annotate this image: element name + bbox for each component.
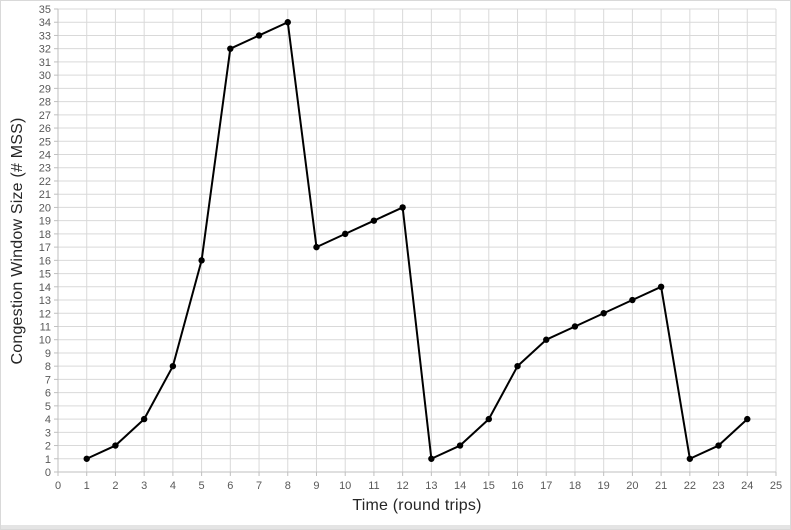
- y-tick-label: 33: [39, 30, 51, 42]
- x-tick-label: 2: [112, 480, 118, 492]
- y-tick-label: 19: [39, 216, 51, 228]
- y-tick-label: 17: [39, 242, 51, 254]
- data-point-marker[interactable]: [83, 455, 90, 462]
- y-tick-label: 4: [45, 414, 51, 426]
- x-tick-label: 14: [454, 480, 466, 492]
- data-point-marker[interactable]: [169, 362, 177, 370]
- x-tick-label: 16: [511, 480, 523, 492]
- data-point-marker[interactable]: [399, 204, 406, 211]
- x-tick-label: 24: [741, 480, 753, 492]
- y-tick-label: 10: [39, 335, 51, 347]
- x-tick-label: 15: [483, 480, 495, 492]
- y-tick-label: 14: [39, 282, 51, 294]
- data-point-marker[interactable]: [370, 217, 378, 224]
- y-tick-label: 25: [39, 136, 51, 148]
- y-tick-label: 7: [45, 374, 51, 386]
- y-tick-label: 35: [39, 4, 51, 16]
- data-point-marker[interactable]: [686, 455, 694, 462]
- x-tick-label: 20: [626, 480, 638, 492]
- y-tick-label: 13: [39, 295, 51, 307]
- y-tick-label: 5: [45, 401, 51, 413]
- data-point-marker[interactable]: [428, 455, 435, 462]
- y-tick-label: 15: [39, 269, 51, 281]
- data-point-marker[interactable]: [456, 442, 464, 449]
- data-point-marker[interactable]: [112, 442, 119, 449]
- y-axis-title: Congestion Window Size (# MSS): [9, 117, 26, 365]
- data-point-marker[interactable]: [342, 230, 349, 238]
- y-tick-label: 31: [39, 57, 51, 69]
- x-tick-label: 10: [339, 480, 351, 492]
- y-tick-label: 8: [45, 361, 51, 373]
- data-point-marker[interactable]: [227, 45, 234, 52]
- y-tick-label: 27: [39, 110, 51, 122]
- x-axis-title: Time (round trips): [352, 497, 482, 514]
- data-point-marker[interactable]: [140, 415, 148, 423]
- x-tick-label: 17: [540, 480, 552, 492]
- y-tick-label: 34: [39, 17, 51, 29]
- x-tick-label: 1: [84, 480, 90, 492]
- x-tick-label: 22: [684, 480, 696, 492]
- y-tick-label: 6: [45, 388, 51, 400]
- y-tick-label: 18: [39, 229, 51, 241]
- y-tick-label: 26: [39, 123, 51, 135]
- x-tick-label: 13: [425, 480, 437, 492]
- data-point-marker[interactable]: [715, 442, 722, 449]
- data-point-marker[interactable]: [198, 257, 205, 264]
- x-tick-label: 3: [141, 480, 147, 492]
- y-tick-label: 1: [45, 454, 51, 466]
- y-tick-label: 29: [39, 83, 51, 95]
- x-tick-label: 5: [199, 480, 205, 492]
- y-tick-label: 23: [39, 163, 51, 175]
- y-tick-label: 30: [39, 70, 51, 82]
- y-tick-label: 3: [45, 427, 51, 439]
- data-point-marker[interactable]: [255, 32, 263, 39]
- data-point-marker[interactable]: [543, 336, 550, 343]
- x-tick-label: 8: [285, 480, 291, 492]
- x-tick-label: 23: [712, 480, 724, 492]
- data-point-marker[interactable]: [600, 310, 607, 317]
- data-point-marker[interactable]: [629, 296, 636, 304]
- x-tick-label: 4: [170, 480, 176, 492]
- y-tick-label: 20: [39, 202, 51, 214]
- x-tick-label: 0: [55, 480, 61, 492]
- x-tick-label: 9: [313, 480, 319, 492]
- y-tick-label: 32: [39, 44, 51, 56]
- y-tick-label: 22: [39, 176, 51, 188]
- y-tick-label: 2: [45, 441, 51, 453]
- y-tick-label: 0: [45, 467, 51, 479]
- x-tick-label: 6: [227, 480, 233, 492]
- x-tick-label: 7: [256, 480, 262, 492]
- y-tick-label: 11: [40, 321, 51, 333]
- data-point-marker[interactable]: [514, 362, 521, 370]
- data-point-marker[interactable]: [485, 415, 492, 423]
- series-line[interactable]: [85, 21, 749, 460]
- y-tick-label: 12: [39, 308, 51, 320]
- x-tick-label: 18: [569, 480, 581, 492]
- y-tick-label: 28: [39, 97, 51, 109]
- gridlines: [57, 8, 777, 473]
- data-point-marker[interactable]: [313, 243, 320, 251]
- x-tick-label: 19: [598, 480, 610, 492]
- x-tick-label: 25: [770, 480, 782, 492]
- y-tick-label: 21: [39, 189, 51, 201]
- data-point-marker[interactable]: [657, 283, 665, 290]
- y-tick-label: 16: [39, 255, 51, 267]
- y-tick-label: 24: [39, 150, 51, 162]
- data-point-marker[interactable]: [284, 19, 291, 26]
- x-tick-label: 11: [368, 480, 379, 492]
- data-point-marker[interactable]: [571, 323, 579, 330]
- x-tick-label: 12: [397, 480, 409, 492]
- x-tick-label: 21: [655, 480, 667, 492]
- window-edge: [1, 525, 790, 529]
- y-tick-label: 9: [45, 348, 51, 360]
- data-point-marker[interactable]: [744, 415, 751, 423]
